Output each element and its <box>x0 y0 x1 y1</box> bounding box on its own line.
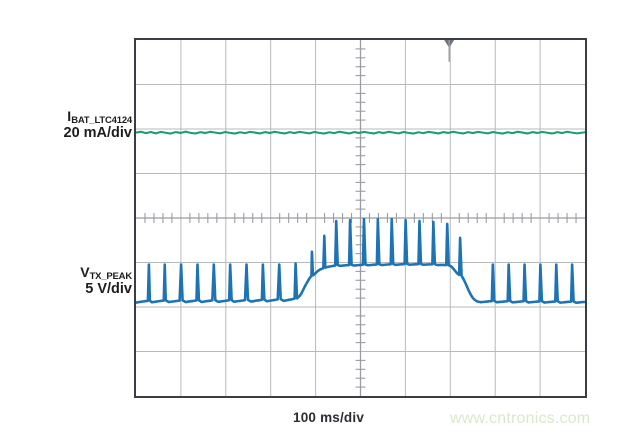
scope-grid-and-traces <box>136 40 585 396</box>
channel-subscript-tx-peak: TX_PEAK <box>89 271 133 282</box>
watermark-text: www.cntronics.com <box>450 410 591 427</box>
oscilloscope-plot-area <box>134 38 587 398</box>
channel-subscript-bat-ltc4124: BAT_LTC4124 <box>71 115 132 126</box>
channel-label-ibat: IBAT_LTC4124 20 mA/div <box>40 108 133 142</box>
timebase-label: 100 ms/div <box>293 410 365 425</box>
channel-scale-ibat: 20 mA/div <box>63 125 133 142</box>
channel-symbol-i: I <box>67 108 72 124</box>
trace-ibat-ltc4124 <box>136 130 585 135</box>
channel-scale-vtx: 5 V/div <box>85 281 132 298</box>
channel-symbol-v: V <box>80 264 90 280</box>
channel-label-vtx: VTX_PEAK 5 V/div <box>54 264 132 298</box>
trace-vtx-peak <box>136 217 585 305</box>
trigger-marker-triangle <box>444 40 455 62</box>
